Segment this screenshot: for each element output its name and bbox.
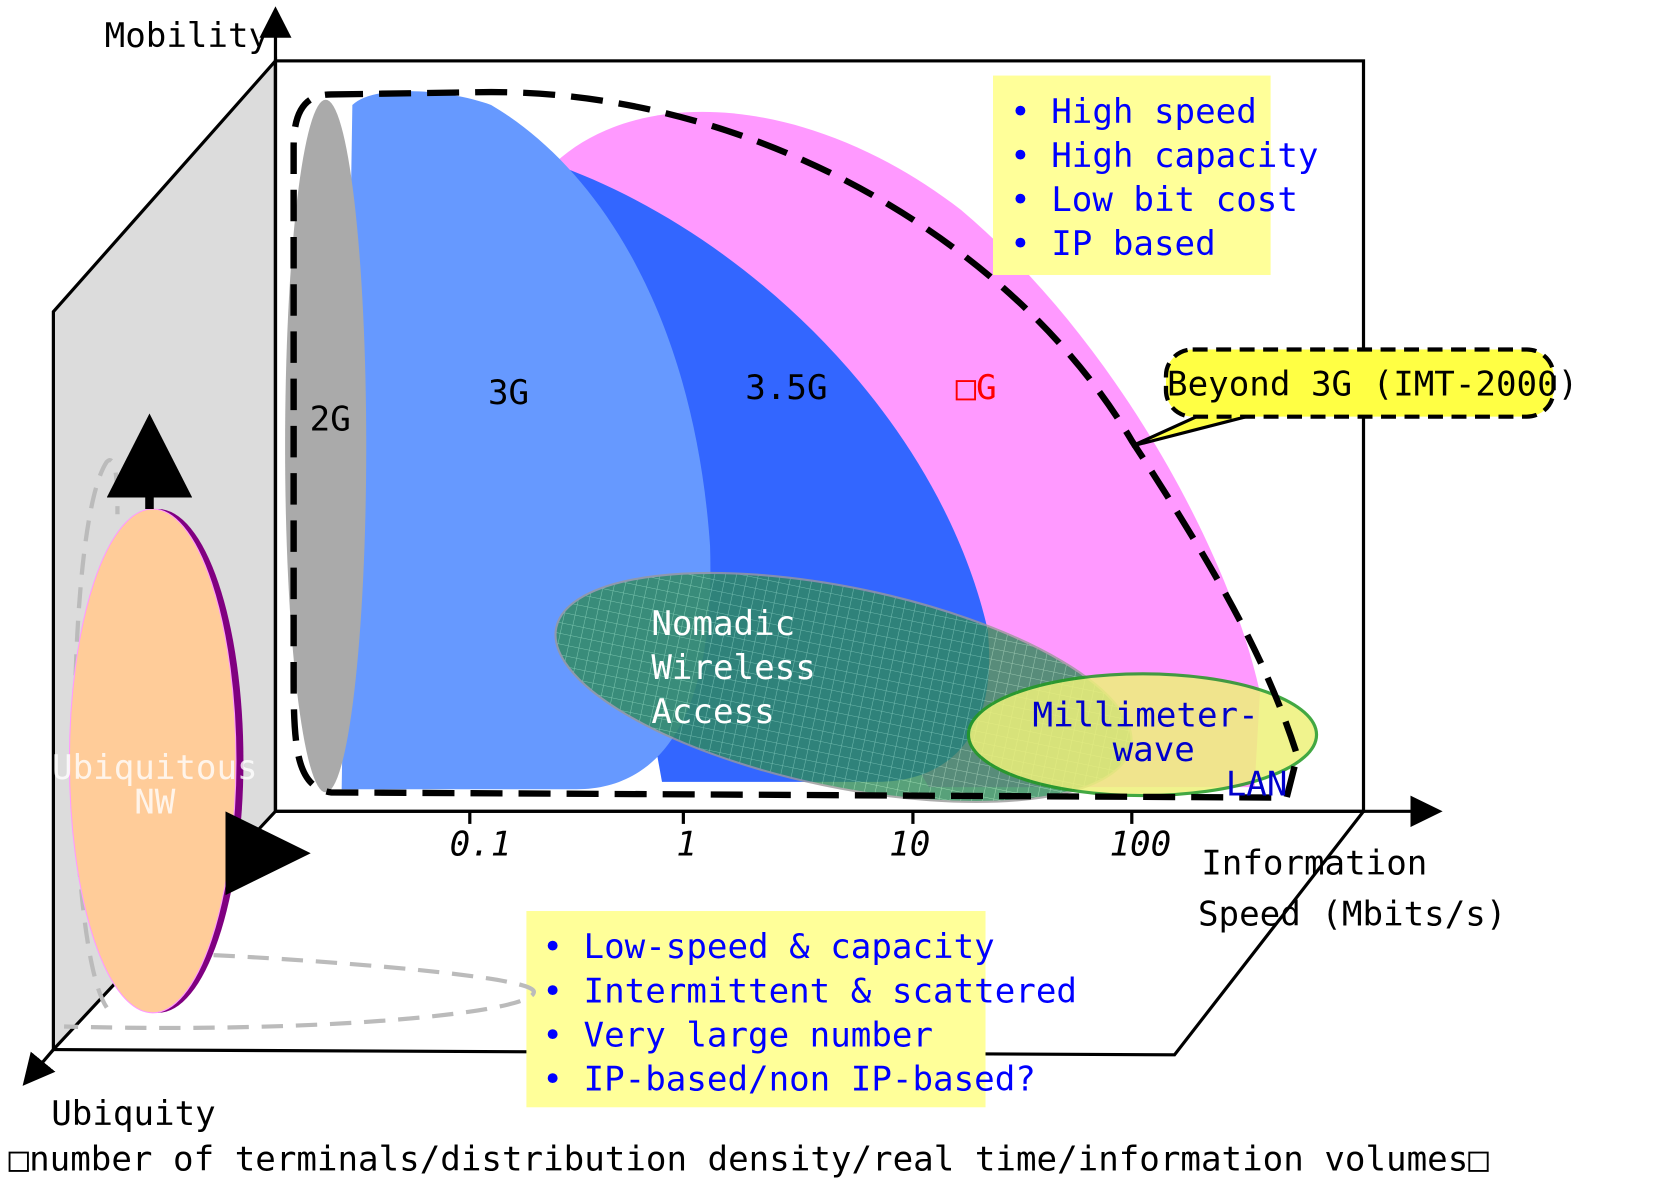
feature-text: • High speed xyxy=(1010,92,1257,131)
ubiquity-axis xyxy=(27,1050,54,1081)
region-label: 2G xyxy=(310,400,351,439)
feature-text: • High capacity xyxy=(1010,136,1318,175)
ubiquity-label: Ubiquity xyxy=(51,1094,215,1133)
tick-marks xyxy=(470,811,1132,824)
region-label: 3.5G xyxy=(745,368,827,407)
diagram: Mobility Ubiquity □number of terminals/d… xyxy=(0,0,1655,1186)
feature-text: • Low bit cost xyxy=(1010,180,1298,219)
feature-text: • IP-based/non IP-based? xyxy=(542,1060,1035,1099)
speed-label: Information xyxy=(1201,844,1427,883)
tick-label: 100 xyxy=(1110,825,1172,864)
region-label: 3G xyxy=(488,373,529,412)
mobility-label: Mobility xyxy=(105,16,269,55)
feature-text: • IP based xyxy=(1010,224,1216,263)
ubiquity-note: □number of terminals/distribution densit… xyxy=(9,1140,1490,1179)
feature-text: • Intermittent & scattered xyxy=(542,972,1077,1011)
region-2g xyxy=(285,100,366,793)
region-label: Access xyxy=(651,692,774,731)
region-label: Nomadic xyxy=(651,604,795,643)
region-label: Wireless xyxy=(651,648,815,687)
region-label: LAN xyxy=(1226,765,1288,804)
feature-text: • Low-speed & capacity xyxy=(542,928,994,967)
tick-label: 1 xyxy=(676,825,697,864)
region-label: □G xyxy=(956,368,997,407)
region-label: Ubiquitous xyxy=(52,748,258,787)
tick-label: 0.1 xyxy=(450,825,512,864)
page: {"axes":{"mobility":"Mobility","ubiquity… xyxy=(0,0,1655,1186)
feature-text: • Very large number xyxy=(542,1016,933,1055)
region-label: wave xyxy=(1113,730,1195,769)
callout-text: Beyond 3G (IMT-2000) xyxy=(1167,365,1578,404)
tick-label: 10 xyxy=(889,825,930,864)
region-label: Millimeter- xyxy=(1033,696,1259,735)
region-label: NW xyxy=(134,783,176,822)
speed-label: Speed (Mbits/s) xyxy=(1198,895,1506,934)
